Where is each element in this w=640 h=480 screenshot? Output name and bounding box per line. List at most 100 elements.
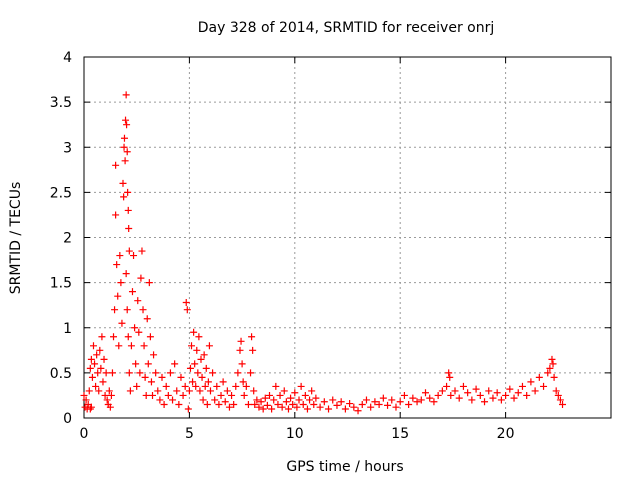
data-point <box>138 247 146 255</box>
data-point <box>95 387 103 395</box>
data-point <box>115 342 123 350</box>
data-point <box>316 403 324 411</box>
data-point <box>196 387 204 395</box>
data-point <box>177 373 185 381</box>
data-point <box>276 391 284 399</box>
data-point <box>128 288 136 296</box>
data-point <box>101 391 109 399</box>
data-point <box>179 391 187 399</box>
data-point <box>175 400 183 408</box>
data-point <box>249 346 257 354</box>
data-point <box>184 405 192 413</box>
data-point <box>550 373 558 381</box>
data-point <box>127 342 135 350</box>
data-point <box>223 387 231 395</box>
data-point <box>82 396 90 404</box>
data-point <box>354 407 362 415</box>
data-point <box>430 398 438 406</box>
data-point <box>124 206 132 214</box>
data-point <box>87 355 95 363</box>
data-point <box>251 400 259 408</box>
data-point <box>126 387 134 395</box>
data-point <box>346 400 354 408</box>
data-point <box>554 391 562 399</box>
data-point <box>189 378 197 386</box>
data-point <box>325 405 333 413</box>
data-point <box>194 369 202 377</box>
data-point <box>111 306 119 314</box>
data-point <box>202 364 210 372</box>
data-point <box>119 179 127 187</box>
data-point <box>445 369 453 377</box>
data-point <box>225 403 233 411</box>
data-point <box>215 400 223 408</box>
data-point <box>255 403 263 411</box>
data-point <box>211 396 219 404</box>
data-point <box>117 279 125 287</box>
data-point <box>122 91 130 99</box>
data-point <box>217 391 225 399</box>
data-point <box>193 346 201 354</box>
data-point <box>476 391 484 399</box>
data-point <box>337 398 345 406</box>
data-point <box>308 387 316 395</box>
data-point <box>341 405 349 413</box>
data-point <box>122 270 130 278</box>
x-tick-label: 5 <box>185 426 194 442</box>
data-point <box>114 292 122 300</box>
data-point <box>299 400 307 408</box>
data-point <box>489 394 497 402</box>
data-point <box>421 389 429 397</box>
data-point <box>293 403 301 411</box>
data-point <box>295 396 303 404</box>
data-point <box>546 364 554 372</box>
data-point <box>181 382 189 390</box>
data-point <box>434 391 442 399</box>
tick-marks <box>83 56 611 419</box>
data-point <box>497 396 505 404</box>
data-point <box>396 398 404 406</box>
data-point <box>502 391 510 399</box>
data-point <box>123 148 131 156</box>
data-point <box>142 391 150 399</box>
data-point <box>510 394 518 402</box>
data-point <box>94 369 102 377</box>
grid <box>84 57 611 418</box>
data-point <box>312 394 320 402</box>
data-point <box>287 394 295 402</box>
data-point <box>548 355 556 363</box>
y-axis-label: SRMTID / TECUs <box>8 182 24 295</box>
data-point <box>106 403 114 411</box>
data-point <box>289 400 297 408</box>
data-point <box>204 378 212 386</box>
data-point <box>266 391 274 399</box>
data-point <box>88 373 96 381</box>
data-point <box>472 385 480 393</box>
data-point <box>535 373 543 381</box>
data-point <box>80 391 88 399</box>
data-point <box>154 387 162 395</box>
data-point <box>447 391 455 399</box>
data-point <box>123 306 131 314</box>
data-point <box>124 188 132 196</box>
data-point <box>146 333 154 341</box>
data-point <box>362 396 370 404</box>
data-point <box>306 396 314 404</box>
data-point <box>133 382 141 390</box>
data-point <box>244 400 252 408</box>
y-tick-label: 0 <box>63 411 72 427</box>
data-point <box>160 400 168 408</box>
data-point <box>162 382 170 390</box>
x-tick-labels: 0 5 10 15 20 <box>80 426 515 442</box>
data-point <box>99 378 107 386</box>
chart-title: Day 328 of 2014, SRMTID for receiver onr… <box>198 20 495 36</box>
data-point <box>485 387 493 395</box>
data-point <box>169 396 177 404</box>
data-point <box>268 405 276 413</box>
data-point <box>242 382 250 390</box>
data-point <box>201 382 209 390</box>
data-point <box>253 396 261 404</box>
data-point <box>303 405 311 413</box>
data-point <box>232 382 240 390</box>
